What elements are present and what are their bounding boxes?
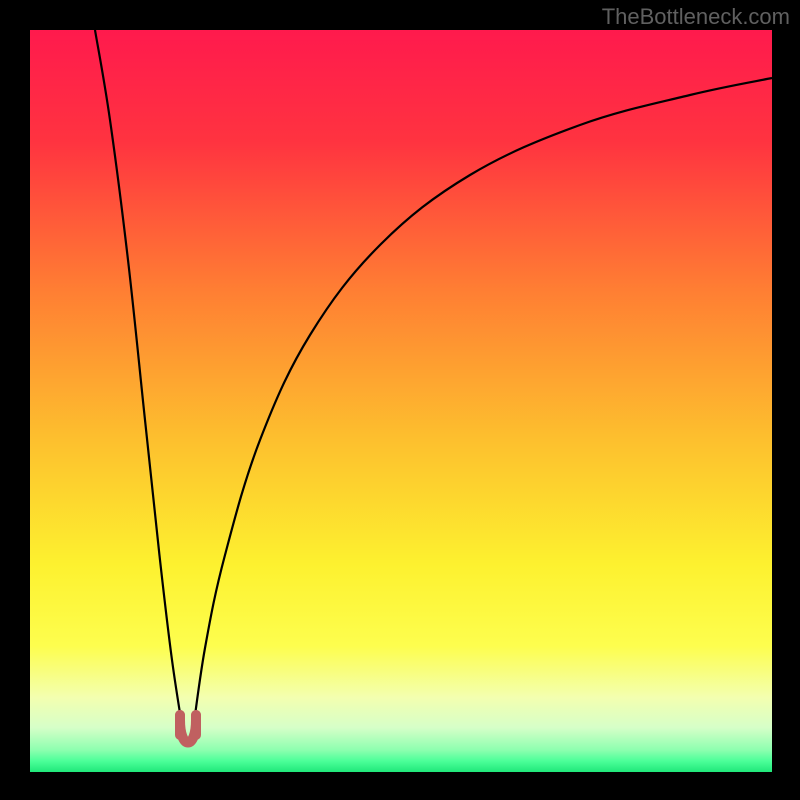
bottleneck-chart xyxy=(0,0,800,800)
optimum-marker-cap-0 xyxy=(175,710,185,720)
plot-area xyxy=(30,30,772,772)
chart-container: TheBottleneck.com xyxy=(0,0,800,800)
watermark-text: TheBottleneck.com xyxy=(602,4,790,30)
optimum-marker-cap-1 xyxy=(191,710,201,720)
